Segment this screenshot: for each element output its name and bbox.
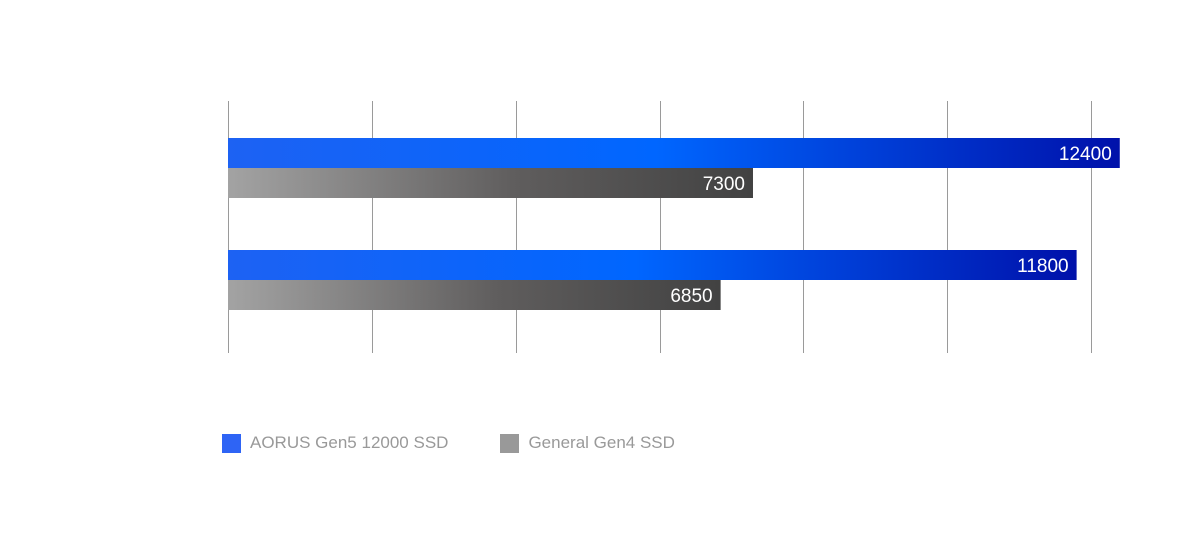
bar-label-aorus-group-1: 12400 [1059, 144, 1112, 165]
bars [228, 138, 1120, 310]
bar-aorus-group-2 [228, 250, 1077, 280]
legend-label-aorus: AORUS Gen5 12000 SSD [250, 433, 449, 452]
bar-aorus-group-1 [228, 138, 1120, 168]
data-labels: 12400 7300 11800 6850 [670, 144, 1111, 307]
bar-general-group-2 [228, 280, 721, 310]
legend-swatch-general [500, 433, 520, 453]
bar-label-general-group-2: 6850 [670, 286, 712, 307]
legend-item-aorus: AORUS Gen5 12000 SSD [222, 433, 448, 453]
bar-label-aorus-group-2: 11800 [1017, 256, 1068, 277]
legend-label-general: General Gen4 SSD [528, 433, 675, 452]
bar-general-group-1 [228, 168, 753, 198]
legend-swatch-aorus [222, 433, 241, 453]
legend: AORUS Gen5 12000 SSD General Gen4 SSD [222, 432, 727, 454]
bar-label-general-group-1: 7300 [703, 174, 745, 195]
legend-item-general: General Gen4 SSD [500, 433, 675, 453]
